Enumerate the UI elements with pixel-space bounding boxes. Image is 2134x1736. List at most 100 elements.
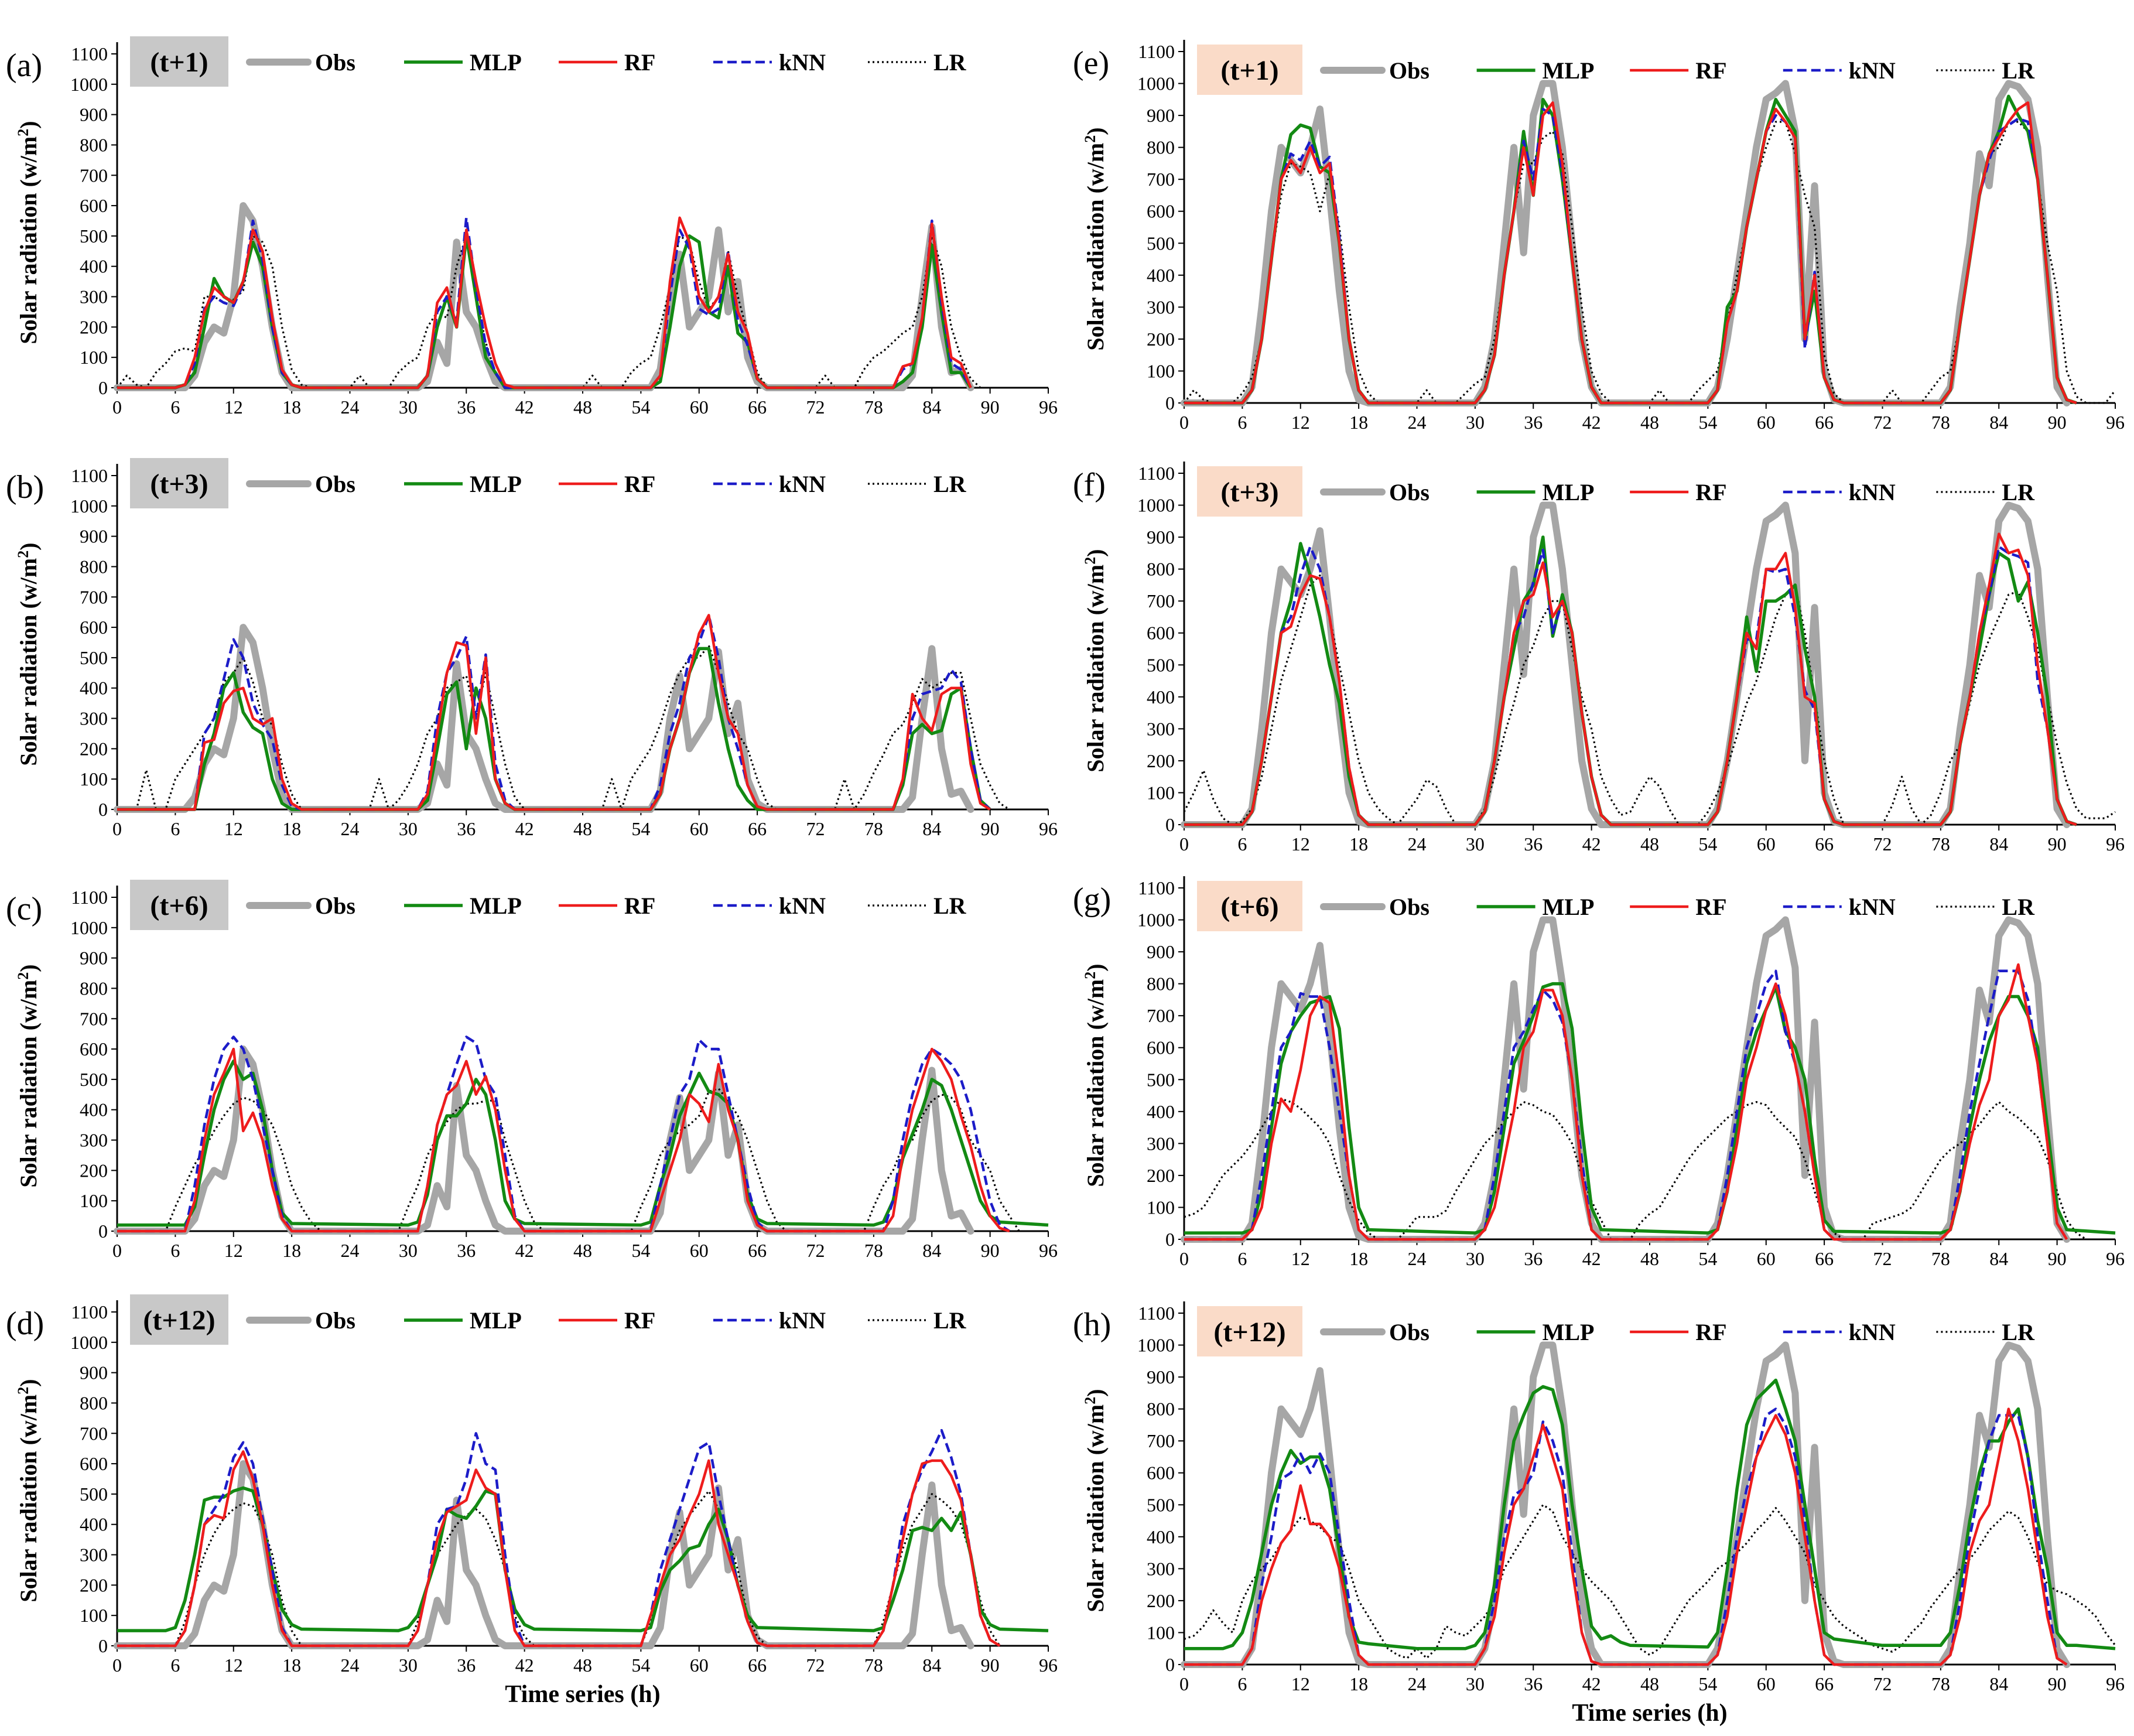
x-tick-label: 48 bbox=[573, 1240, 592, 1261]
horizon-label: (t+1) bbox=[1220, 55, 1278, 86]
x-tick-label: 12 bbox=[1291, 412, 1310, 433]
y-tick-label: 1100 bbox=[1138, 1303, 1175, 1324]
series-line-rf bbox=[1184, 101, 2077, 405]
x-tick-label: 6 bbox=[170, 1240, 180, 1261]
x-tick-label: 96 bbox=[2106, 833, 2125, 855]
y-tick-label: 500 bbox=[80, 647, 108, 668]
x-tick-label: 6 bbox=[170, 1655, 180, 1676]
series-line-knn bbox=[1184, 1407, 2068, 1666]
legend-label-mlp: MLP bbox=[1543, 894, 1595, 920]
x-tick-label: 60 bbox=[1757, 833, 1776, 855]
y-tick-label: 700 bbox=[80, 586, 108, 607]
x-tick-label: 78 bbox=[864, 397, 883, 418]
y-tick-label: 900 bbox=[80, 526, 108, 547]
series-line-mlp bbox=[117, 234, 972, 389]
x-tick-label: 72 bbox=[806, 818, 825, 839]
y-tick-label: 900 bbox=[80, 1362, 108, 1383]
series-line-rf bbox=[1184, 1407, 2068, 1666]
y-tick-label: 1000 bbox=[70, 1332, 108, 1353]
x-tick-label: 66 bbox=[748, 1655, 767, 1676]
legend-label-rf: RF bbox=[1695, 57, 1726, 84]
y-tick-label: 500 bbox=[1147, 1069, 1175, 1090]
y-axis-label-main: Solar radiation (w/m bbox=[15, 136, 42, 344]
y-tick-label: 1100 bbox=[1138, 463, 1175, 484]
x-tick-label: 0 bbox=[1179, 1673, 1189, 1694]
y-tick-label: 600 bbox=[80, 195, 108, 216]
y-tick-label: 800 bbox=[1147, 137, 1175, 158]
x-tick-label: 24 bbox=[341, 397, 360, 418]
y-tick-label: 900 bbox=[80, 948, 108, 969]
x-tick-label: 0 bbox=[112, 818, 122, 839]
y-tick-label: 300 bbox=[1147, 296, 1175, 317]
x-tick-label: 96 bbox=[1039, 397, 1058, 418]
y-tick-label: 700 bbox=[80, 165, 108, 186]
y-tick-label: 900 bbox=[1147, 527, 1175, 548]
legend-label-mlp: MLP bbox=[1543, 57, 1595, 84]
y-tick-label: 700 bbox=[1147, 169, 1175, 190]
legend-label-rf: RF bbox=[624, 893, 655, 919]
y-tick-label: 500 bbox=[1147, 654, 1175, 675]
horizon-label: (t+12) bbox=[1213, 1317, 1285, 1348]
x-tick-label: 0 bbox=[1179, 1248, 1189, 1269]
series-line-mlp bbox=[1184, 535, 2077, 826]
x-tick-label: 72 bbox=[806, 1655, 825, 1676]
panel-letter: (a) bbox=[6, 47, 42, 84]
x-tick-label: 72 bbox=[1873, 412, 1892, 433]
y-tick-label: 300 bbox=[80, 1130, 108, 1151]
legend-label-mlp: MLP bbox=[1543, 479, 1595, 505]
legend-label-obs: Obs bbox=[315, 49, 355, 76]
y-tick-label: 1000 bbox=[1137, 495, 1175, 516]
y-tick-label: 1100 bbox=[71, 1301, 108, 1322]
legend-label-rf: RF bbox=[1695, 894, 1726, 920]
x-tick-label: 96 bbox=[1039, 1240, 1058, 1261]
y-tick-label: 600 bbox=[1147, 1462, 1175, 1484]
x-tick-label: 48 bbox=[1640, 412, 1659, 433]
x-tick-label: 36 bbox=[457, 818, 476, 839]
x-tick-label: 60 bbox=[690, 1240, 709, 1261]
x-tick-label: 0 bbox=[1179, 412, 1189, 433]
x-tick-label: 72 bbox=[806, 397, 825, 418]
series-line-rf bbox=[117, 1450, 1001, 1648]
y-tick-label: 500 bbox=[1147, 233, 1175, 254]
y-tick-label: 600 bbox=[1147, 623, 1175, 644]
y-tick-label: 1100 bbox=[71, 465, 108, 486]
x-tick-label: 48 bbox=[573, 818, 592, 839]
y-tick-label: 400 bbox=[80, 678, 108, 699]
x-tick-label: 24 bbox=[1408, 1248, 1427, 1269]
series-line-knn bbox=[117, 216, 972, 389]
y-tick-label: 800 bbox=[80, 1392, 108, 1413]
x-tick-label: 66 bbox=[1815, 1248, 1834, 1269]
y-tick-label: 400 bbox=[1147, 1101, 1175, 1122]
y-axis-label: Solar radiation (w/m2) bbox=[1082, 963, 1109, 1187]
x-tick-label: 12 bbox=[1291, 833, 1310, 855]
y-tick-label: 0 bbox=[1165, 1229, 1175, 1250]
series-line-lr bbox=[117, 644, 1010, 811]
horizon-label-box bbox=[130, 880, 228, 930]
x-tick-label: 30 bbox=[1466, 1673, 1485, 1694]
y-tick-label: 400 bbox=[1147, 686, 1175, 708]
x-tick-label: 60 bbox=[690, 397, 709, 418]
y-tick-label: 700 bbox=[1147, 590, 1175, 611]
y-tick-label: 1000 bbox=[1137, 910, 1175, 931]
legend-label-knn: kNN bbox=[779, 1307, 826, 1334]
y-tick-label: 800 bbox=[1147, 1399, 1175, 1420]
x-tick-label: 24 bbox=[341, 1240, 360, 1261]
legend-label-lr: LR bbox=[2002, 57, 2035, 84]
y-axis-label-sup: 2 bbox=[1082, 972, 1099, 979]
x-tick-label: 36 bbox=[457, 1655, 476, 1676]
y-tick-label: 300 bbox=[80, 708, 108, 729]
y-axis-label-main: Solar radiation (w/m bbox=[1082, 979, 1109, 1187]
legend-label-obs: Obs bbox=[1389, 1319, 1429, 1345]
x-tick-label: 0 bbox=[112, 397, 122, 418]
panel-letter: (d) bbox=[6, 1306, 44, 1342]
legend-label-lr: LR bbox=[933, 471, 967, 497]
x-tick-label: 90 bbox=[2048, 412, 2067, 433]
y-tick-label: 1000 bbox=[70, 917, 108, 938]
y-axis-label-close: ) bbox=[15, 964, 42, 972]
legend-label-obs: Obs bbox=[315, 471, 355, 497]
y-tick-label: 800 bbox=[1147, 559, 1175, 580]
x-tick-label: 96 bbox=[2106, 1673, 2125, 1694]
x-tick-label: 24 bbox=[341, 1655, 360, 1676]
x-tick-label: 0 bbox=[1179, 833, 1189, 855]
y-axis-label-close: ) bbox=[15, 1379, 42, 1386]
